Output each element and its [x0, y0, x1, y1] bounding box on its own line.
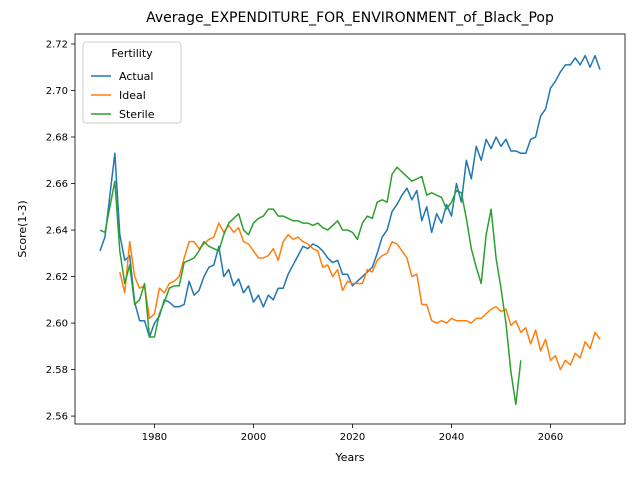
x-tick-label: 2020: [340, 432, 365, 443]
x-tick-label: 2040: [439, 432, 464, 443]
y-tick-label: 2.56: [46, 412, 68, 423]
legend-box: [82, 41, 182, 124]
y-tick-label: 2.58: [46, 365, 68, 376]
y-tick-label: 2.70: [46, 86, 68, 97]
x-axis-label: Years: [334, 451, 364, 464]
legend-label: Actual: [119, 70, 153, 83]
line-series: [99, 54, 601, 338]
x-tick-label: 1980: [142, 432, 167, 443]
legend-label: Ideal: [119, 89, 146, 102]
line-series: [99, 166, 522, 406]
y-tick-label: 2.72: [46, 40, 68, 51]
y-tick-label: 2.60: [46, 319, 68, 330]
legend-label: Sterile: [119, 108, 155, 121]
y-tick-label: 2.62: [46, 272, 68, 283]
plot-frame: [74, 33, 626, 425]
y-tick-label: 2.64: [46, 226, 68, 237]
y-tick-label: 2.68: [46, 133, 68, 144]
y-axis-label: Score(1-3): [16, 200, 29, 257]
y-tick-label: 2.66: [46, 179, 68, 190]
chart-title: Average_EXPENDITURE_FOR_ENVIRONMENT_of_B…: [146, 10, 554, 26]
x-tick-label: 2060: [538, 432, 563, 443]
x-tick-label: 2000: [241, 432, 266, 443]
legend-title: Fertility: [111, 47, 153, 60]
